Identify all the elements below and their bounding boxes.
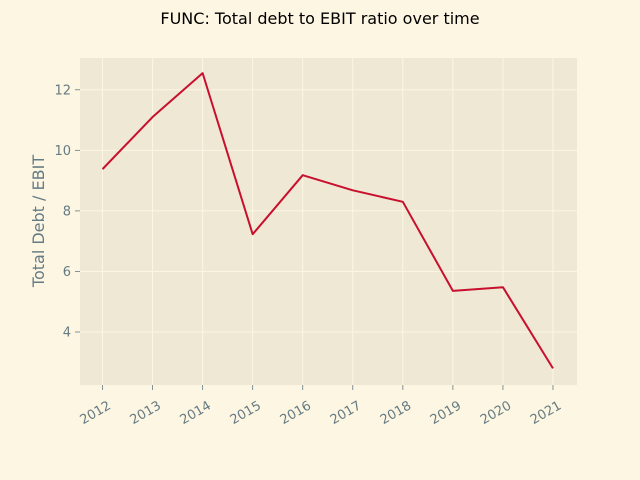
- x-tick-label: 2012: [78, 398, 114, 428]
- gridlines: [80, 58, 577, 385]
- x-tick-label: 2019: [428, 398, 464, 428]
- y-tick-label: 10: [54, 144, 71, 159]
- x-tick-label: 2020: [478, 398, 514, 428]
- x-tick-label: 2013: [128, 398, 164, 428]
- series-line: [101, 72, 554, 369]
- x-tick-labels: 2012 2013 2014 2015 2016 2017 2018 2019 2020 2021: [78, 398, 565, 428]
- plot-area: [80, 58, 577, 385]
- y-tick-labels: 4 6 8 10 12: [54, 83, 71, 340]
- x-tick-label: 2016: [278, 398, 314, 428]
- tick-marks: [75, 89, 554, 390]
- y-tick-label: 8: [63, 204, 71, 219]
- y-tick-label: 4: [63, 326, 71, 341]
- x-tick-label: 2017: [328, 398, 364, 428]
- x-tick-label: 2021: [528, 398, 564, 428]
- x-tick-label: 2018: [378, 398, 414, 428]
- y-axis-label: Total Debt / EBIT: [29, 155, 48, 288]
- x-tick-label: 2015: [228, 398, 264, 428]
- y-tick-label: 12: [54, 83, 71, 98]
- x-tick-label: 2014: [178, 398, 214, 428]
- chart-title: FUNC: Total debt to EBIT ratio over time: [160, 9, 479, 28]
- y-tick-label: 6: [63, 265, 71, 280]
